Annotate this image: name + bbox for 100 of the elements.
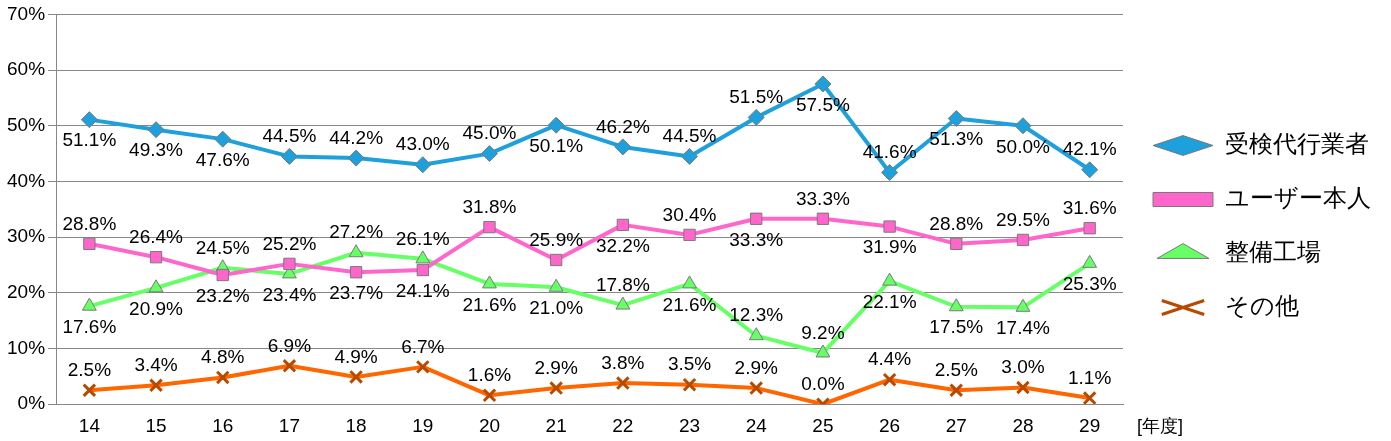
data-label: 21.6% [462,293,517,315]
point [681,147,699,165]
point [816,212,830,225]
point [883,220,896,233]
x-tick-label: 16 [212,414,234,436]
x-tick-label: 29 [1079,414,1101,436]
legend-label: その他 [1225,292,1299,320]
point [815,344,831,358]
x-tick-label: 19 [412,414,434,436]
point [1014,117,1032,135]
x-tick-label: 20 [478,414,501,436]
data-label: 2.5% [67,359,112,381]
point [750,212,763,225]
data-label: 6.9% [267,334,312,356]
data-label: 26.1% [395,227,450,249]
x-axis-title: [年度] [1137,415,1184,436]
data-label: 20.9% [129,297,184,319]
point [683,228,696,242]
point [483,220,496,234]
point [415,250,431,264]
point [747,108,765,126]
data-label: 17.4% [996,317,1051,339]
point [614,138,632,156]
point [349,266,363,279]
point [80,111,98,129]
point [480,145,498,163]
data-label: 33.3% [729,228,784,250]
x-tick-label: 24 [745,414,768,436]
data-label: 17.6% [62,315,117,337]
data-label: 2.9% [734,356,778,378]
x-tick-label: 15 [145,414,167,436]
x-tick-label: 23 [678,414,701,436]
data-label: 6.7% [401,335,445,357]
data-label: 27.2% [329,221,384,243]
point [682,275,697,289]
data-label: 25.2% [262,232,317,254]
data-label: 30.4% [662,203,717,225]
data-label: 28.8% [929,212,984,234]
data-label: 26.4% [129,225,184,247]
y-tick-label: 20% [7,281,46,303]
point [283,257,296,271]
data-label: 43.0% [395,133,450,155]
y-tick-label: 10% [7,336,46,358]
point [547,116,565,134]
point [947,110,965,128]
x-tick-label: 17 [278,414,300,436]
data-label: 29.5% [996,208,1051,230]
data-label: 25.9% [529,228,584,250]
point [216,268,229,282]
data-label: 1.1% [1068,366,1112,388]
legend-label: ユーザー本人 [1225,184,1371,212]
point [550,253,563,267]
point [347,149,365,167]
data-label: 33.3% [795,187,850,209]
x-tick-label: 21 [545,414,567,436]
y-tick-label: 50% [7,114,46,136]
point [881,164,899,182]
data-label: 4.8% [201,346,245,368]
data-label: 51.5% [729,86,784,108]
data-label: 21.6% [662,293,717,315]
data-label: 51.3% [929,128,984,150]
x-tick-label: 27 [945,414,967,436]
x-tick-label: 28 [1012,414,1034,436]
data-label: 4.4% [867,348,912,370]
y-tick-label: 0% [17,392,46,414]
point [149,251,163,264]
point [147,121,165,139]
point [950,237,963,250]
data-label: 21.0% [529,296,584,318]
point [1081,161,1099,179]
data-label: 47.6% [195,148,250,170]
point [948,298,964,312]
data-label: 46.2% [595,115,650,137]
data-label: 17.5% [929,316,984,338]
data-label: 17.8% [595,273,650,295]
x-tick-label: 14 [78,414,101,436]
point [81,297,97,311]
data-label: 42.1% [1062,138,1117,160]
x-tick-label: 22 [612,414,634,436]
data-label: 3.4% [134,354,178,375]
data-label: 44.5% [662,125,717,147]
x-tick-label: 25 [812,414,834,436]
y-tick-label: 30% [7,225,46,247]
data-label: 0.0% [801,372,845,394]
legend-label: 整備工場 [1225,238,1321,266]
data-label: 45.0% [462,122,517,144]
data-label: 50.1% [529,134,584,156]
data-label: 31.8% [462,195,517,217]
point [348,244,364,258]
point [83,237,96,250]
data-label: 12.3% [729,304,784,326]
legend-label: 受検代行業者 [1225,130,1369,158]
data-label: 23.2% [195,284,250,306]
data-label: 3.8% [601,351,645,373]
data-label: 44.5% [262,125,317,147]
data-label: 28.8% [62,212,117,234]
data-label: 24.5% [195,236,250,258]
point [1015,298,1031,312]
data-label: 50.0% [996,135,1051,157]
point [280,147,298,165]
